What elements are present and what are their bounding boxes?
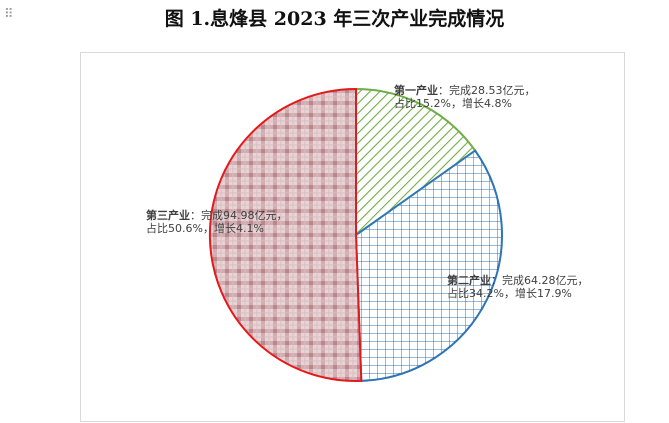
- data-label-value: ：完成94.98亿元，: [190, 208, 288, 222]
- pie-data-labels: 第一产业：完成28.53亿元，占比15.2%，增长4.8% 第二产业：完成64.2…: [146, 83, 589, 300]
- data-label-value: ：完成64.28亿元，: [491, 273, 589, 287]
- pie-slice-secondary: [354, 149, 503, 382]
- pie-slices: [208, 87, 503, 382]
- data-label-secondary: 第二产业：完成64.28亿元，占比34.2%，增长17.9%: [447, 273, 589, 300]
- data-label-share-growth: 占比34.2%，增长17.9%: [447, 286, 572, 300]
- data-label-share-growth: 占比15.2%，增长4.8%: [394, 96, 512, 110]
- chart-frame: 第一产业：完成28.53亿元，占比15.2%，增长4.8% 第二产业：完成64.2…: [80, 52, 625, 422]
- data-label-share-growth: 占比50.6%，增长4.1%: [146, 221, 264, 235]
- data-label-primary: 第一产业：完成28.53亿元，占比15.2%，增长4.8%: [394, 83, 536, 110]
- data-label-tertiary: 第三产业：完成94.98亿元，占比50.6%，增长4.1%: [146, 208, 288, 235]
- drag-handle-icon[interactable]: ⠿: [4, 7, 14, 22]
- figure-title: 图 1.息烽县 2023 年三次产业完成情况: [164, 8, 505, 30]
- data-label-series-name: 第一产业: [394, 83, 438, 97]
- pie-chart: 第一产业：完成28.53亿元，占比15.2%，增长4.8% 第二产业：完成64.2…: [146, 83, 589, 382]
- data-label-series-name: 第三产业: [146, 208, 190, 222]
- pie-slice-tertiary: [208, 87, 363, 382]
- data-label-series-name: 第二产业: [447, 273, 491, 287]
- data-label-value: ：完成28.53亿元，: [438, 83, 536, 97]
- pie-slice-primary: [355, 87, 477, 237]
